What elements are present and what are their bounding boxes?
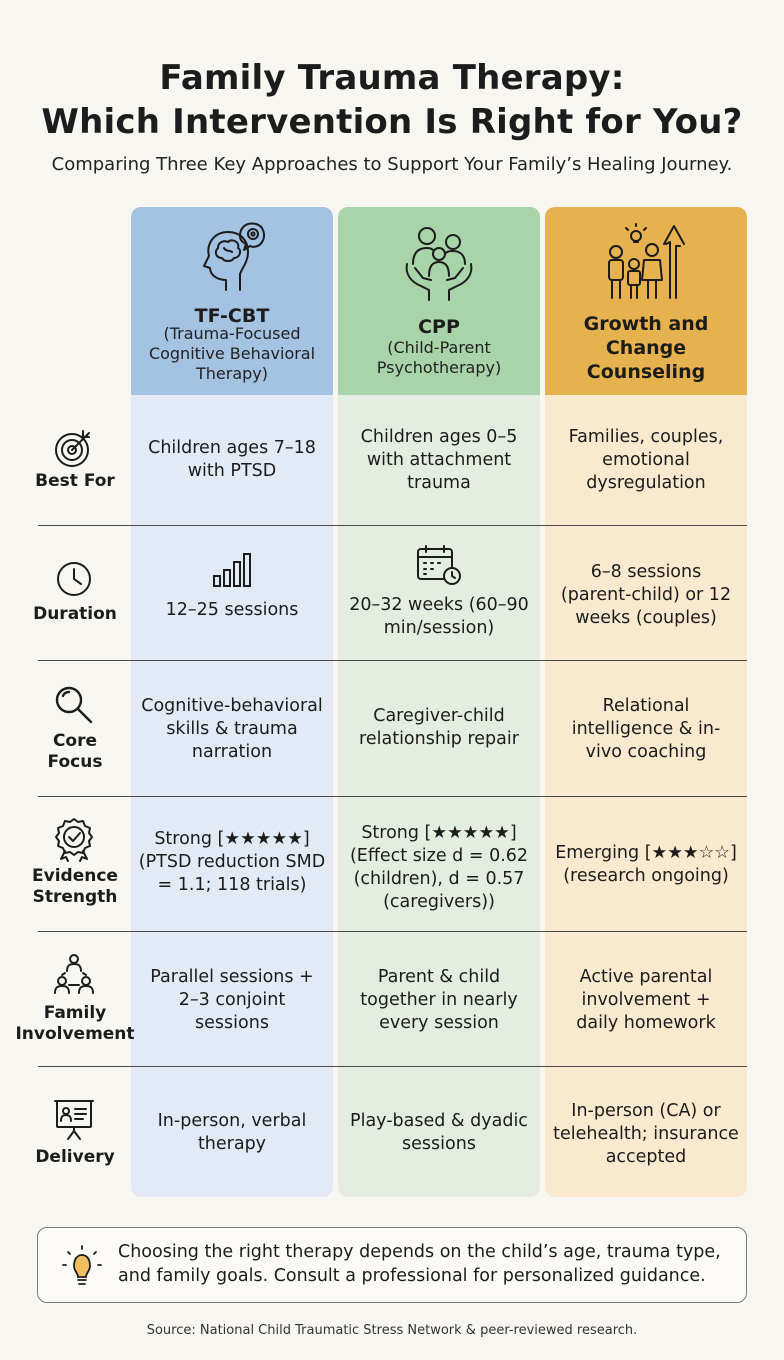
column-gcc-header (545, 207, 747, 395)
lightbulb-icon (62, 1245, 102, 1285)
title-line-2: Which Intervention Is Right for You? (41, 102, 743, 142)
cell-text: Families, couples, emotional dysregulati… (568, 426, 724, 493)
row-label-evidence-strength: Evidence Strength (32, 866, 118, 907)
cell-involvement-gcc: Active parental involvement + daily home… (558, 964, 734, 1036)
row-label-core-focus: Core Focus (47, 731, 103, 772)
row-label-family-involvement: Family Involvement (15, 1003, 135, 1044)
cell-core-focus-cpp: Caregiver-child relationship repair (350, 704, 528, 752)
row-label-delivery: Delivery (35, 1147, 115, 1167)
cell-delivery-tfcbt: In-person, verbal therapy (141, 1109, 323, 1157)
cell-text: Children ages 7–18 with PTSD (148, 438, 316, 481)
cell-text: Play-based & dyadic sessions (350, 1111, 528, 1154)
family-growth-icon (608, 223, 685, 299)
people-network-icon (54, 954, 94, 994)
cell-best-for-gcc: Families, couples, emotional dysregulati… (558, 425, 734, 495)
cell-delivery-cpp: Play-based & dyadic sessions (350, 1109, 528, 1157)
target-icon (55, 430, 90, 467)
cell-text: Parallel sessions + 2–3 conjoint session… (150, 966, 314, 1033)
column-gcc-title: Growth and Change Counseling (583, 313, 709, 383)
cell-text: Active parental involvement + daily home… (576, 966, 716, 1033)
column-tfcbt-header (131, 207, 333, 395)
cell-evidence-tfcbt: Strong [★★★★★] (PTSD reduction SMD = 1.1… (136, 826, 328, 898)
cell-text: Parent & child together in nearly every … (360, 966, 518, 1033)
cell-involvement-tfcbt: Parallel sessions + 2–3 conjoint session… (141, 964, 323, 1036)
magnifier-icon (55, 686, 93, 724)
cell-core-focus-tfcbt: Cognitive-behavioral skills & trauma nar… (141, 694, 323, 764)
family-hands-icon (405, 227, 473, 301)
award-ribbon-icon (55, 818, 93, 862)
cell-text: 6–8 sessions (parent-child) or 12 weeks … (560, 561, 732, 628)
cell-text: In-person (CA) or telehealth; insurance … (553, 1100, 739, 1167)
cell-best-for-tfcbt: Children ages 7–18 with PTSD (141, 425, 323, 495)
row-divider (38, 1066, 747, 1067)
row-divider (38, 525, 747, 526)
tip-callout: Choosing the right therapy depends on th… (37, 1227, 747, 1303)
cell-core-focus-gcc: Relational intelligence & in-vivo coachi… (558, 694, 734, 764)
brain-gear-icon (203, 222, 265, 291)
bar-chart-icon (213, 553, 251, 587)
calendar-clock-icon (417, 545, 461, 585)
page-title: Family Trauma Therapy: Which Interventio… (0, 56, 784, 144)
cell-text: Strong [★★★★★] (Effect size d = 0.62 (ch… (349, 823, 529, 912)
presentation-board-icon (54, 1100, 94, 1140)
cell-text: Children ages 0–5 with attachment trauma (360, 426, 518, 493)
cell-involvement-cpp: Parent & child together in nearly every … (350, 964, 528, 1036)
cell-text: Emerging [★★★☆☆] (research ongoing) (555, 843, 737, 886)
cell-text: Strong [★★★★★] (PTSD reduction SMD = 1.1… (138, 828, 326, 895)
page-subtitle: Comparing Three Key Approaches to Suppor… (51, 154, 733, 175)
cell-evidence-cpp: Strong [★★★★★] (Effect size d = 0.62 (ch… (343, 820, 535, 916)
row-label-best-for: Best For (35, 471, 115, 491)
row-divider (38, 660, 747, 661)
tip-text: Choosing the right therapy depends on th… (118, 1242, 721, 1286)
cell-text: Cognitive-behavioral skills & trauma nar… (141, 695, 323, 762)
cell-text: 20–32 weeks (60–90 min/session) (349, 595, 529, 638)
cell-duration-gcc: 6–8 sessions (parent-child) or 12 weeks … (558, 559, 734, 631)
cell-text: Caregiver-child relationship repair (359, 706, 519, 749)
clock-icon (57, 562, 91, 596)
source-note: Source: National Child Traumatic Stress … (146, 1323, 638, 1338)
cell-text: 12–25 sessions (165, 599, 299, 620)
row-divider (38, 931, 747, 932)
row-label-duration: Duration (33, 604, 117, 624)
cell-duration-tfcbt: 12–25 sessions (141, 597, 323, 623)
column-tfcbt-title: TF-CBT (194, 305, 270, 327)
column-cpp-subtitle: (Child-Parent Psychotherapy) (376, 338, 502, 377)
column-cpp-header (338, 207, 540, 395)
cell-best-for-cpp: Children ages 0–5 with attachment trauma (350, 425, 528, 495)
row-divider (38, 796, 747, 797)
cell-delivery-gcc: In-person (CA) or telehealth; insurance … (550, 1098, 742, 1170)
cell-duration-cpp: 20–32 weeks (60–90 min/session) (343, 593, 535, 641)
column-cpp-title: CPP (418, 316, 460, 338)
cell-text: Relational intelligence & in-vivo coachi… (571, 695, 721, 762)
cell-text: In-person, verbal therapy (157, 1111, 307, 1154)
title-line-1: Family Trauma Therapy: (159, 58, 625, 98)
column-tfcbt-subtitle: (Trauma-Focused Cognitive Behavioral The… (148, 324, 316, 383)
cell-evidence-gcc: Emerging [★★★☆☆] (research ongoing) (550, 836, 742, 894)
